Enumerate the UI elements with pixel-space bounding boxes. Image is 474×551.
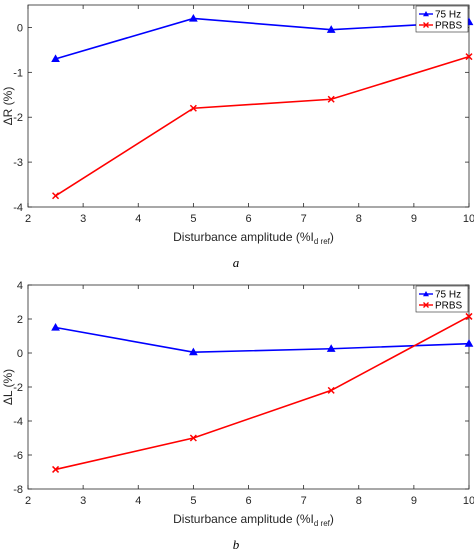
legend-entry: PRBS: [419, 301, 463, 312]
marker-stroke: [465, 53, 473, 61]
x-tick-label: 5: [190, 213, 196, 225]
marker-stroke: [465, 312, 473, 320]
data-point-x: [52, 465, 60, 473]
x-tick-label: 5: [190, 495, 196, 507]
y-tick-label: -2: [13, 112, 23, 124]
legend-entry: PRBS: [419, 21, 463, 32]
series-prbs: [52, 53, 473, 200]
x-axis-label-subscript: d ref: [314, 519, 331, 528]
legend-marker-x: [423, 302, 429, 308]
x-tick-label: 6: [245, 495, 251, 507]
marker-stroke: [327, 95, 335, 103]
legend-label: 75 Hz: [435, 10, 461, 21]
data-point-x: [465, 53, 473, 61]
series-75-hz: [51, 322, 474, 356]
y-axis-label: ΔL (%): [1, 369, 15, 405]
y-tick-label: 2: [17, 314, 23, 326]
series-line: [55, 17, 470, 60]
chart-panel-b: 2 3 4 5 6 7 8 9 10 -8 -6 -4 -2 0 2 4 Disturbance amplitu…: [1, 280, 474, 551]
data-point-triangle: [51, 54, 60, 62]
x-tick-label: 2: [25, 495, 31, 507]
x-tick-label: 8: [356, 213, 362, 225]
y-tick-label: -6: [13, 450, 23, 462]
data-point-x: [52, 192, 60, 200]
x-axis-label-end: ): [330, 512, 334, 526]
legend-marker-triangle: [423, 291, 429, 297]
data-point-triangle: [326, 25, 336, 33]
data-point-x: [465, 312, 473, 320]
x-tick-label: 3: [80, 495, 86, 507]
x-axis-label-subscript: d ref: [314, 237, 331, 246]
y-tick-label: 4: [17, 280, 23, 292]
y-tick-label: -2: [13, 382, 23, 394]
x-tick-label: 9: [411, 213, 417, 225]
series-line: [55, 315, 470, 471]
x-tick-label: 10: [463, 495, 474, 507]
legend-label: PRBS: [435, 21, 463, 32]
legend-marker-x: [423, 22, 429, 28]
x-tick-label: 4: [135, 495, 141, 507]
x-tick-label: 7: [301, 495, 307, 507]
panel-label: a: [233, 255, 240, 270]
y-axis-label: ΔR (%): [1, 87, 15, 126]
x-axis-label: Disturbance amplitude (%Id ref): [173, 512, 334, 528]
data-point-x: [327, 386, 335, 394]
x-tick-label: 10: [463, 213, 474, 225]
y-tick-label: -4: [13, 416, 23, 428]
x-axis-label-main: Disturbance amplitude (%I: [173, 512, 314, 526]
x-axis-label-main: Disturbance amplitude (%I: [173, 230, 314, 244]
x-tick-label: 3: [80, 213, 86, 225]
panel-label: b: [233, 537, 240, 551]
y-tick-label: 0: [17, 348, 23, 360]
x-tick-label: 4: [135, 213, 141, 225]
axes-box: [27, 284, 470, 490]
series-75-hz: [51, 13, 474, 62]
x-tick-label: 6: [245, 213, 251, 225]
chart-panel-a: 2 3 4 5 6 7 8 9 10 -4 -3 -2 -1 0 Disturbance amplitude…: [1, 4, 474, 270]
marker-stroke: [52, 192, 60, 200]
x-axis-label-end: ): [330, 230, 334, 244]
legend-label: PRBS: [435, 301, 463, 312]
data-point-triangle: [189, 13, 198, 22]
marker-stroke: [52, 465, 60, 473]
data-point-x: [189, 434, 197, 442]
y-tick-label: -1: [13, 67, 23, 79]
y-tick-label: -8: [13, 484, 23, 496]
series-prbs: [52, 312, 473, 473]
x-tick-label: 9: [411, 495, 417, 507]
series-line: [55, 55, 470, 197]
legend-box: [415, 285, 469, 313]
data-point-triangle: [189, 347, 198, 356]
legend-box: [415, 5, 469, 33]
legend-entry: 75 Hz: [419, 10, 461, 21]
legend-marker-triangle: [423, 11, 429, 17]
data-point-triangle: [464, 339, 474, 347]
x-axis-label: Disturbance amplitude (%Id ref): [173, 230, 334, 246]
data-point-triangle: [51, 322, 60, 331]
y-tick-label: -4: [13, 202, 23, 214]
y-tick-label: 0: [17, 22, 23, 34]
data-point-x: [327, 95, 335, 103]
axes-box: [27, 4, 470, 208]
legend-label: 75 Hz: [435, 290, 461, 301]
x-tick-label: 7: [301, 213, 307, 225]
data-point-x: [189, 104, 197, 112]
series-line: [55, 326, 470, 353]
y-tick-label: -3: [13, 157, 23, 169]
legend-entry: 75 Hz: [419, 290, 461, 301]
marker-stroke: [327, 386, 335, 394]
marker-stroke: [189, 434, 197, 442]
x-tick-label: 8: [356, 495, 362, 507]
x-tick-label: 2: [25, 213, 31, 225]
marker-stroke: [189, 104, 197, 112]
data-point-triangle: [326, 344, 336, 352]
